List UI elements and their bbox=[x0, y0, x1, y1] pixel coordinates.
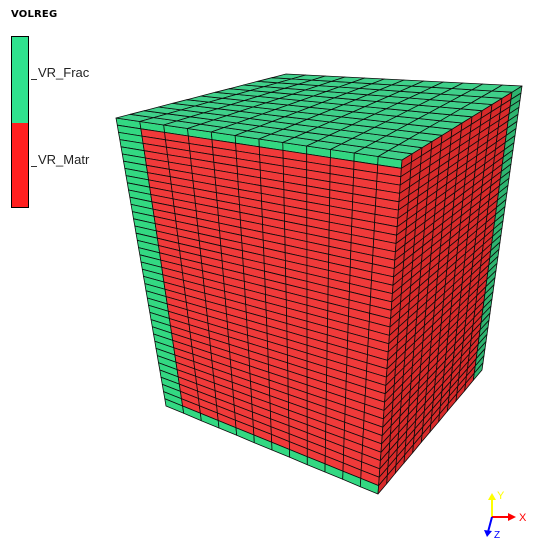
axis-x-arrowhead bbox=[508, 513, 516, 521]
axis-triad: Y X Z bbox=[484, 490, 527, 541]
axis-y-arrowhead bbox=[488, 493, 496, 500]
legend-label-vr-frac: VR_Frac bbox=[30, 65, 90, 80]
legend-swatch-vr-matr bbox=[12, 123, 28, 207]
axis-x-label: X bbox=[519, 512, 527, 524]
axis-y-label: Y bbox=[497, 490, 505, 502]
legend-swatch-vr-frac bbox=[12, 37, 28, 123]
axis-z-arrowhead bbox=[484, 530, 492, 537]
legend-title: VOLREG bbox=[11, 9, 58, 20]
cube-mesh bbox=[115, 73, 523, 495]
right-face-cell bbox=[472, 362, 484, 381]
legend-label-vr-matr: VR_Matr bbox=[30, 152, 90, 167]
legend-color-bar bbox=[11, 36, 29, 208]
top-face-cell bbox=[491, 84, 523, 93]
axis-z-arrow bbox=[487, 516, 493, 533]
axis-z-label: Z bbox=[494, 530, 500, 541]
